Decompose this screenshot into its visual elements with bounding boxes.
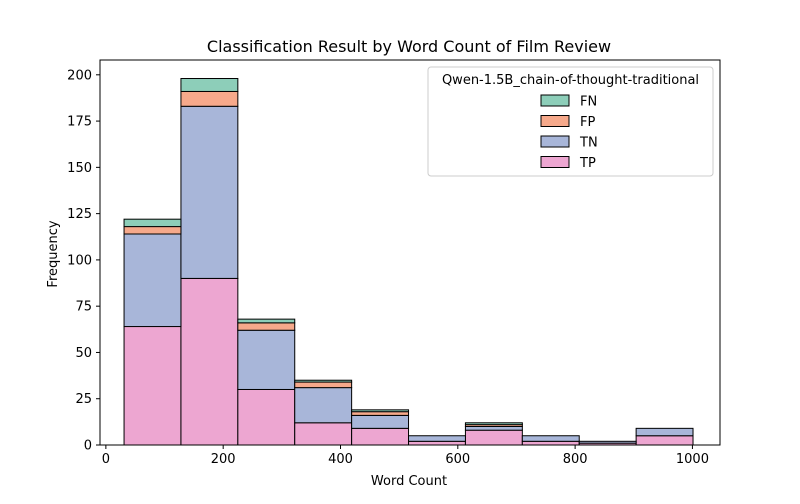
plot-area: [99, 59, 721, 446]
bar-tn-3: [294, 387, 353, 424]
legend-title: Qwen-1.5B_chain-of-thought-traditional: [442, 73, 699, 88]
legend-swatch-tn: [540, 135, 570, 148]
axes-frame: [99, 59, 721, 446]
bar-tn-5: [408, 435, 466, 442]
bar-tp-7: [521, 440, 580, 446]
y-tick-label: 0: [84, 439, 92, 454]
bar-fp-0: [123, 226, 182, 235]
y-tick-label: 125: [67, 207, 92, 222]
y-tick-label: 75: [75, 300, 92, 315]
bar-tn-8: [578, 440, 637, 444]
legend-label-fn: FN: [580, 95, 597, 110]
bar-tn-2: [237, 329, 296, 390]
bar-tp-1: [180, 277, 239, 446]
y-axis: 0 25 50 75 100 125 150 175 200: [67, 68, 100, 454]
legend-swatch-fn: [540, 94, 570, 107]
bar-fn-3: [294, 379, 353, 383]
y-tick-label: 25: [75, 392, 92, 407]
legend-label-tp: TP: [579, 156, 596, 171]
legend-box: [427, 66, 714, 177]
bar-tp-3: [294, 422, 353, 446]
y-axis-label: Frequency: [46, 220, 61, 287]
legend-swatch-fp: [540, 115, 570, 127]
x-tick-label: 400: [328, 452, 353, 467]
legend-swatch-tp: [540, 156, 570, 168]
y-tick-label: 150: [67, 161, 92, 176]
bar-tp-2: [237, 388, 296, 446]
bar-tp-6: [464, 429, 523, 446]
x-tick-label: 0: [102, 452, 110, 467]
x-tick-label: 200: [211, 452, 236, 467]
y-tick-label: 200: [67, 68, 92, 83]
bar-tn-6: [464, 425, 523, 431]
legend-label-fp: FP: [580, 115, 595, 130]
bar-tp-4: [351, 427, 410, 446]
bar-fp-3: [294, 381, 353, 389]
x-axis: 0 200 400 600 800 1000: [102, 445, 709, 467]
bar-fn-1: [180, 78, 239, 92]
x-tick-label: 800: [563, 452, 588, 467]
bar-fp-2: [237, 322, 296, 331]
x-tick-label: 600: [445, 452, 470, 467]
y-tick-label: 100: [67, 253, 92, 268]
bar-fn-0: [123, 218, 182, 228]
x-tick-label: 1000: [676, 452, 709, 467]
x-axis-label: Word Count: [371, 474, 447, 489]
bar-tn-7: [521, 435, 580, 442]
bar-fn-6: [464, 422, 523, 426]
bar-tp-5: [408, 440, 466, 446]
chart-title: Classification Result by Word Count of F…: [207, 37, 611, 56]
bar-tn-4: [351, 414, 410, 429]
bar-tn-9: [635, 427, 694, 437]
y-tick-label: 50: [75, 346, 92, 361]
bar-tn-0: [123, 233, 182, 328]
bar-tp-9: [635, 435, 694, 446]
y-tick-label: 175: [67, 115, 92, 130]
legend-label-tn: TN: [579, 136, 598, 151]
bar-fp-4: [351, 411, 410, 416]
bar-fn-2: [237, 318, 296, 324]
bar-tp-0: [123, 326, 182, 446]
bar-fn-4: [351, 409, 410, 413]
legend: Qwen-1.5B_chain-of-thought-traditional FN…: [427, 66, 714, 177]
bar-tn-1: [180, 105, 239, 279]
bar-fp-1: [180, 90, 239, 107]
